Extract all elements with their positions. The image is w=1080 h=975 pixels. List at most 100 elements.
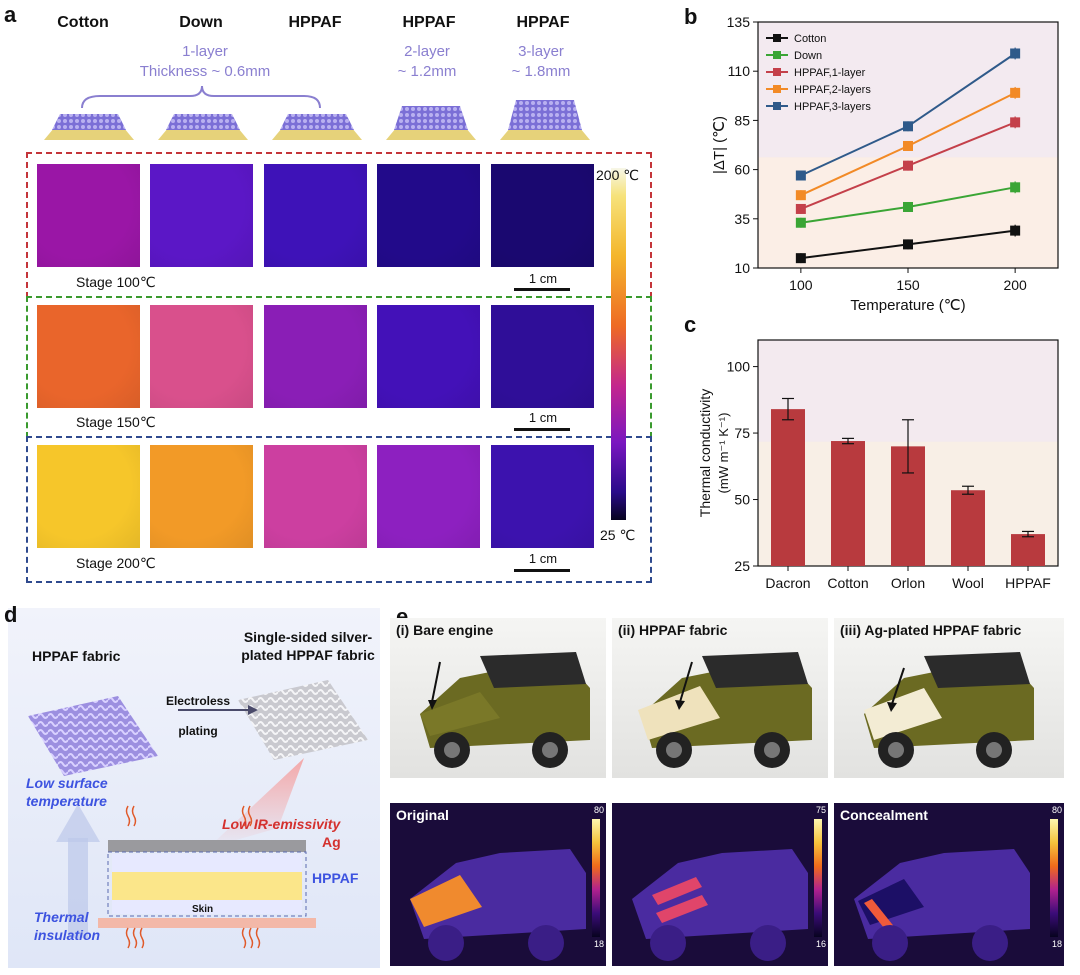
layer2-thickness: ~ 1.2mm	[397, 63, 457, 80]
chart-b-point	[795, 253, 806, 264]
chart-b-point	[903, 121, 913, 132]
silver-label-line1: Single-sided silver-	[243, 629, 373, 645]
chart-b-point	[903, 201, 913, 212]
header-hppaf-3: HPPAF	[516, 14, 570, 31]
skin-layer	[98, 918, 316, 928]
process-label-line2: plating	[178, 724, 218, 738]
ag-layer	[108, 840, 306, 852]
jeep-photo-3	[864, 652, 1034, 768]
thermal-line1: Thermal	[34, 909, 89, 925]
chart-c-ytick-label: 100	[727, 359, 751, 375]
scale-bar-2	[514, 428, 570, 431]
chart-b-point	[903, 140, 913, 151]
header-hppaf-1: HPPAF	[288, 14, 342, 31]
chart-c-bar	[831, 441, 865, 566]
panel-b-label: b	[684, 4, 698, 29]
chart-c-ytick-label: 50	[734, 492, 750, 508]
panel-d-drawing	[28, 680, 368, 949]
chart-b-legend-label: Down	[794, 50, 822, 62]
ir-colorbar-2	[814, 819, 822, 937]
chart-b: 10 35 60 85 110 135 100 150 200 Temperature (℃) |Δ…	[711, 14, 1059, 314]
chart-c-bar	[771, 409, 805, 566]
stage-100-label: Stage 100℃	[76, 274, 156, 290]
chart-b-point	[903, 160, 913, 171]
chart-b-legend-marker	[773, 51, 781, 59]
chart-b-legend-marker	[773, 34, 781, 42]
temperature-colorbar	[611, 168, 626, 520]
chart-b-point	[903, 239, 913, 250]
tile-150-hppaf2	[377, 305, 480, 408]
tile-200-cotton	[37, 445, 140, 548]
hppaf-top-layer	[112, 854, 302, 872]
ir-hppaf: 75 16	[612, 803, 828, 966]
ir-image-3	[854, 849, 1030, 961]
hppaf-bottom-layer	[112, 900, 302, 914]
chart-b-ytick-label: 85	[734, 112, 750, 128]
thickness-brace	[81, 85, 321, 109]
chart-b-point	[1010, 182, 1021, 193]
colorbar-min-label: 25 ℃	[600, 527, 636, 543]
plating-arrow	[178, 705, 258, 715]
scale-bar-1	[514, 288, 570, 291]
ag-label: Ag	[322, 834, 341, 850]
tile-100-cotton	[37, 164, 140, 267]
layer2-label: 2-layer	[404, 43, 450, 60]
chart-c-xtick-label: Dacron	[765, 575, 810, 591]
chart-c-ylabel-line2: (mW m⁻¹ K⁻¹)	[716, 413, 731, 494]
ir-concealment: Concealment 80 18	[834, 803, 1064, 966]
tile-100-hppaf3	[491, 164, 594, 267]
process-label-line1: Electroless	[165, 694, 231, 708]
low-ir-label: Low IR-emissivity	[222, 816, 341, 832]
chart-c-xtick-label: Orlon	[891, 575, 925, 591]
ir-image-1	[410, 849, 586, 961]
silver-fabric-sheet	[238, 680, 368, 760]
chart-b-xlabel: Temperature (℃)	[850, 297, 965, 314]
jeep-photo-1	[420, 652, 590, 768]
ir-min-2: 16	[815, 939, 826, 949]
photo-ag-hppaf-fabric: (iii) Ag-plated HPPAF fabric	[834, 618, 1064, 778]
sample-down	[158, 114, 248, 140]
header-down: Down	[179, 14, 223, 31]
chart-b-legend-marker	[773, 68, 781, 76]
chart-b-point	[1010, 225, 1021, 236]
low-surface-line1: Low surface	[26, 775, 108, 791]
tile-100-hppaf1	[264, 164, 367, 267]
tile-100-hppaf2	[377, 164, 480, 267]
photo-title-2: (ii) HPPAF fabric	[618, 622, 728, 638]
ir-colorbar-1	[592, 819, 600, 937]
photo-title-1: (i) Bare engine	[396, 622, 494, 638]
chart-b-legend-label: Cotton	[794, 33, 826, 45]
layer1-thickness: Thickness ~ 0.6mm	[139, 63, 271, 80]
chart-b-legend-label: HPPAF,2-layers	[794, 84, 871, 96]
tile-100-down	[150, 164, 253, 267]
ir-max-1: 80	[593, 805, 604, 815]
chart-c-ylabel-line1: Thermal conductivity	[697, 389, 713, 517]
ir-min-1: 18	[593, 939, 604, 949]
chart-b-ylabel: |ΔT| (℃)	[711, 116, 728, 174]
tile-200-hppaf2	[377, 445, 480, 548]
tile-200-hppaf3	[491, 445, 594, 548]
ir-title-1: Original	[396, 807, 449, 823]
chart-b-point	[1010, 48, 1021, 59]
panel-c-label: c	[684, 312, 697, 337]
chart-c-xtick-label: Cotton	[827, 575, 868, 591]
heat-waves	[125, 805, 261, 949]
chart-b-point	[795, 170, 806, 181]
skin-label: Skin	[192, 904, 214, 915]
scale-bar-3	[514, 569, 570, 572]
colorbar-max-label: 200 ℃	[596, 167, 639, 183]
scale-label-1: 1 cm	[528, 271, 558, 286]
chart-c-bar	[951, 490, 985, 566]
tile-150-hppaf3	[491, 305, 594, 408]
sample-hppaf-3	[500, 100, 590, 140]
stage-150-label: Stage 150℃	[76, 414, 156, 430]
jeep-photo-2	[638, 652, 812, 768]
tile-150-cotton	[37, 305, 140, 408]
tile-150-down	[150, 305, 253, 408]
thermal-line2: insulation	[34, 927, 101, 943]
up-arrow-head	[56, 804, 100, 842]
chart-b-point	[795, 217, 806, 228]
chart-b-point	[1010, 87, 1021, 98]
scale-label-3: 1 cm	[528, 551, 558, 566]
chart-b-legend-marker	[773, 102, 781, 110]
